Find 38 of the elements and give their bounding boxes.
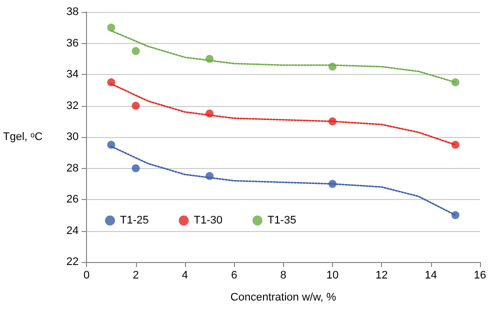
point (132, 102, 140, 110)
x-axis-title: Concentration w/w, % (230, 292, 336, 304)
point (328, 117, 336, 126)
point (206, 110, 214, 118)
x-tick-label: 2 (132, 270, 139, 282)
y-tick-label: 32 (66, 100, 79, 112)
y-tick-label: 26 (66, 194, 79, 206)
x-tick-label: 16 (474, 270, 486, 282)
x-tick-label: 0 (84, 270, 90, 282)
y-axis-title: Tgel, ᵒC (2, 131, 43, 143)
legend-label: T1-30 (194, 214, 222, 226)
point (206, 54, 214, 63)
y-tick-label: 36 (66, 37, 79, 50)
point (107, 24, 116, 32)
x-tick-label: 10 (326, 270, 339, 282)
point (206, 172, 214, 180)
point (107, 78, 116, 86)
y-tick-label: 38 (66, 6, 79, 18)
y-tick-label: 28 (66, 162, 79, 174)
y-tick-label: 22 (66, 256, 79, 268)
legend-label: T1-25 (120, 214, 149, 226)
point (451, 140, 460, 149)
point (451, 78, 460, 86)
point (451, 211, 460, 220)
y-tick-label: 24 (66, 224, 79, 237)
x-tick-label: 14 (424, 270, 437, 282)
legend-label: T1-35 (267, 214, 296, 226)
y-tick-label: 30 (66, 131, 79, 143)
point (132, 47, 140, 56)
x-tick-label: 8 (280, 270, 286, 282)
point (328, 180, 336, 188)
point (107, 140, 116, 149)
y-tick-label: 34 (66, 68, 79, 80)
x-tick-label: 6 (231, 270, 238, 282)
x-tick-label: 4 (182, 270, 188, 282)
point (328, 62, 336, 71)
point (132, 164, 140, 172)
x-tick-label: 12 (376, 270, 388, 282)
